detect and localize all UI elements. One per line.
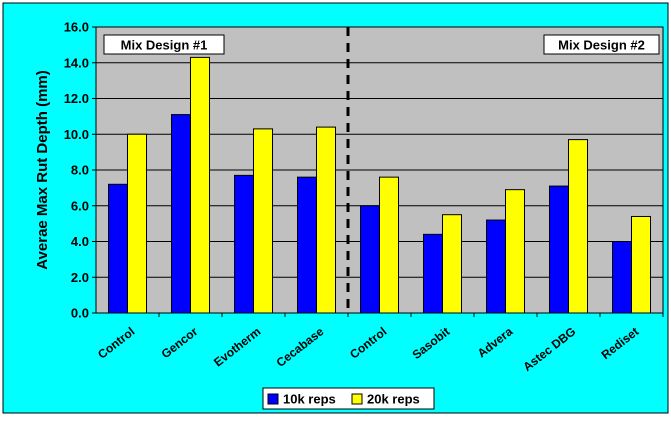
bar-20k-4	[379, 176, 399, 314]
mix-design-2-label: Mix Design #2	[558, 38, 645, 53]
bar-10k-6	[486, 219, 506, 314]
legend-label-10k: 10k reps	[283, 392, 336, 407]
y-tick-label: 12.0	[64, 91, 89, 106]
bar-20k-5	[442, 214, 462, 314]
legend-label-20k: 20k reps	[367, 392, 420, 407]
y-tick-label: 14.0	[64, 55, 89, 70]
y-axis-label: Averae Max Rut Depth (mm)	[34, 70, 51, 269]
bar-20k-2	[253, 128, 273, 314]
y-tick-label: 6.0	[71, 198, 89, 213]
bar-10k-0	[108, 183, 128, 314]
bar-20k-6	[505, 189, 525, 314]
bar-20k-3	[316, 126, 336, 314]
legend	[262, 387, 435, 410]
bar-10k-7	[549, 185, 569, 314]
bar-20k-0	[127, 133, 147, 314]
y-tick-label: 0.0	[71, 306, 89, 321]
legend-swatch-10k	[267, 393, 279, 405]
bar-10k-1	[171, 114, 191, 314]
mix-design-1-box	[103, 34, 225, 55]
mix-design-1-label: Mix Design #1	[121, 38, 208, 53]
bar-10k-4	[360, 205, 380, 314]
bar-10k-3	[297, 176, 317, 314]
bar-10k-8	[612, 241, 632, 314]
y-tick-label: 16.0	[64, 20, 89, 35]
y-tick-label: 4.0	[71, 234, 89, 249]
mix-design-2-box	[543, 34, 660, 55]
y-tick-label: 10.0	[64, 127, 89, 142]
bar-20k-1	[190, 56, 210, 314]
bar-20k-7	[568, 139, 588, 314]
bar-10k-2	[234, 174, 254, 314]
bar-20k-8	[631, 215, 651, 314]
y-tick-label: 2.0	[71, 270, 89, 285]
legend-swatch-20k	[351, 393, 363, 405]
y-tick-label: 8.0	[71, 163, 89, 178]
bar-10k-5	[423, 233, 443, 314]
